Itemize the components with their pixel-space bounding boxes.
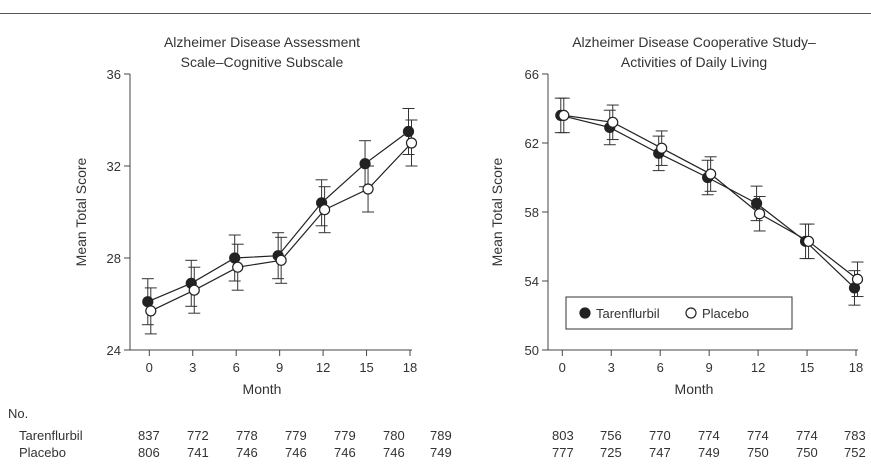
x-tick-label: 15: [800, 360, 814, 375]
x-tick-label: 0: [559, 360, 566, 375]
data-point-placebo: [705, 168, 717, 180]
data-point-placebo: [656, 142, 668, 154]
chart-title-line: Scale–Cognitive Subscale: [181, 54, 344, 70]
table-cell: 752: [844, 445, 866, 460]
data-point-placebo: [802, 235, 815, 247]
x-tick-label: 18: [403, 360, 417, 375]
chart-title-line: Alzheimer Disease Assessment: [164, 34, 360, 50]
y-tick-label: 58: [525, 205, 539, 220]
table-cell: 772: [187, 428, 209, 443]
data-point-placebo: [362, 183, 374, 195]
adcs-adl-chart: Alzheimer Disease Cooperative Study– Acti…: [489, 34, 864, 397]
adas-cog-chart: Alzheimer Disease Assessment Scale–Cognit…: [73, 34, 418, 397]
table-cell: 774: [698, 428, 720, 443]
row-label-tarenflurbil: Tarenflurbil: [19, 428, 83, 443]
table-cell: 756: [600, 428, 622, 443]
table-cell: 749: [698, 445, 720, 460]
y-tick-label: 54: [525, 274, 539, 289]
legend-label-placebo: Placebo: [702, 306, 749, 321]
table-cell: 774: [747, 428, 769, 443]
y-tick-label: 32: [107, 159, 121, 174]
table-cell: 774: [796, 428, 818, 443]
table-cell: 789: [430, 428, 452, 443]
table-cell: 749: [430, 445, 452, 460]
x-tick-label: 12: [316, 360, 330, 375]
x-axis-label: Month: [675, 381, 714, 397]
x-tick-label: 0: [146, 360, 153, 375]
y-axis-label: Mean Total Score: [73, 157, 89, 266]
table-header: No.: [8, 406, 29, 421]
data-point-placebo: [145, 305, 157, 317]
table-cell: 778: [236, 428, 258, 443]
x-tick-label: 18: [849, 360, 863, 375]
legend-marker-tarenflurbil: [579, 307, 591, 319]
table-cell: 780: [383, 428, 405, 443]
table-cell: 746: [236, 445, 258, 460]
data-point-placebo: [319, 204, 331, 216]
table-cell: 746: [383, 445, 405, 460]
legend-label-tarenflurbil: Tarenflurbil: [596, 306, 660, 321]
y-axis-label: Mean Total Score: [489, 157, 505, 266]
table-cell: 746: [285, 445, 307, 460]
data-point-placebo: [275, 254, 287, 266]
table-cell: 746: [334, 445, 356, 460]
legend-box: [565, 296, 793, 330]
x-tick-label: 9: [706, 360, 713, 375]
table-cell: 770: [649, 428, 671, 443]
table-cell: 750: [747, 445, 769, 460]
table-cell: 779: [285, 428, 307, 443]
table-cell: 725: [600, 445, 622, 460]
legend-marker-placebo: [685, 307, 697, 319]
table-cell: 741: [187, 445, 209, 460]
data-point-placebo: [851, 273, 864, 285]
data-point-tarenflurbil: [359, 158, 371, 170]
x-tick-label: 9: [276, 360, 283, 375]
x-tick-label: 15: [359, 360, 373, 375]
data-point-placebo: [232, 261, 244, 273]
y-tick-label: 66: [525, 67, 539, 82]
table-cell: 803: [552, 428, 574, 443]
x-tick-label: 6: [657, 360, 664, 375]
chart-title-line: Activities of Daily Living: [621, 54, 767, 70]
x-tick-label: 3: [608, 360, 615, 375]
y-tick-label: 50: [525, 343, 539, 358]
x-tick-label: 3: [189, 360, 196, 375]
chart-title-line: Alzheimer Disease Cooperative Study–: [572, 34, 816, 50]
y-tick-label: 28: [107, 251, 121, 266]
data-point-placebo: [405, 137, 418, 149]
table-cell: 837: [138, 428, 160, 443]
table-cell: 777: [552, 445, 574, 460]
data-point-placebo: [753, 208, 766, 220]
table-cell: 750: [796, 445, 818, 460]
data-point-tarenflurbil: [750, 197, 763, 209]
data-point-placebo: [607, 116, 619, 128]
y-tick-label: 62: [525, 136, 539, 151]
table-cell: 806: [138, 445, 160, 460]
data-point-placebo: [188, 284, 200, 296]
x-axis-label: Month: [243, 381, 282, 397]
top-rule: [0, 13, 871, 14]
row-label-placebo: Placebo: [19, 445, 66, 460]
x-tick-label: 6: [233, 360, 240, 375]
data-point-placebo: [558, 109, 570, 122]
table-cell: 747: [649, 445, 671, 460]
table-cell: 779: [334, 428, 356, 443]
data-point-tarenflurbil: [402, 125, 415, 138]
y-tick-label: 24: [107, 343, 121, 358]
y-tick-label: 36: [107, 67, 121, 82]
x-tick-label: 12: [751, 360, 765, 375]
table-cell: 783: [844, 428, 866, 443]
